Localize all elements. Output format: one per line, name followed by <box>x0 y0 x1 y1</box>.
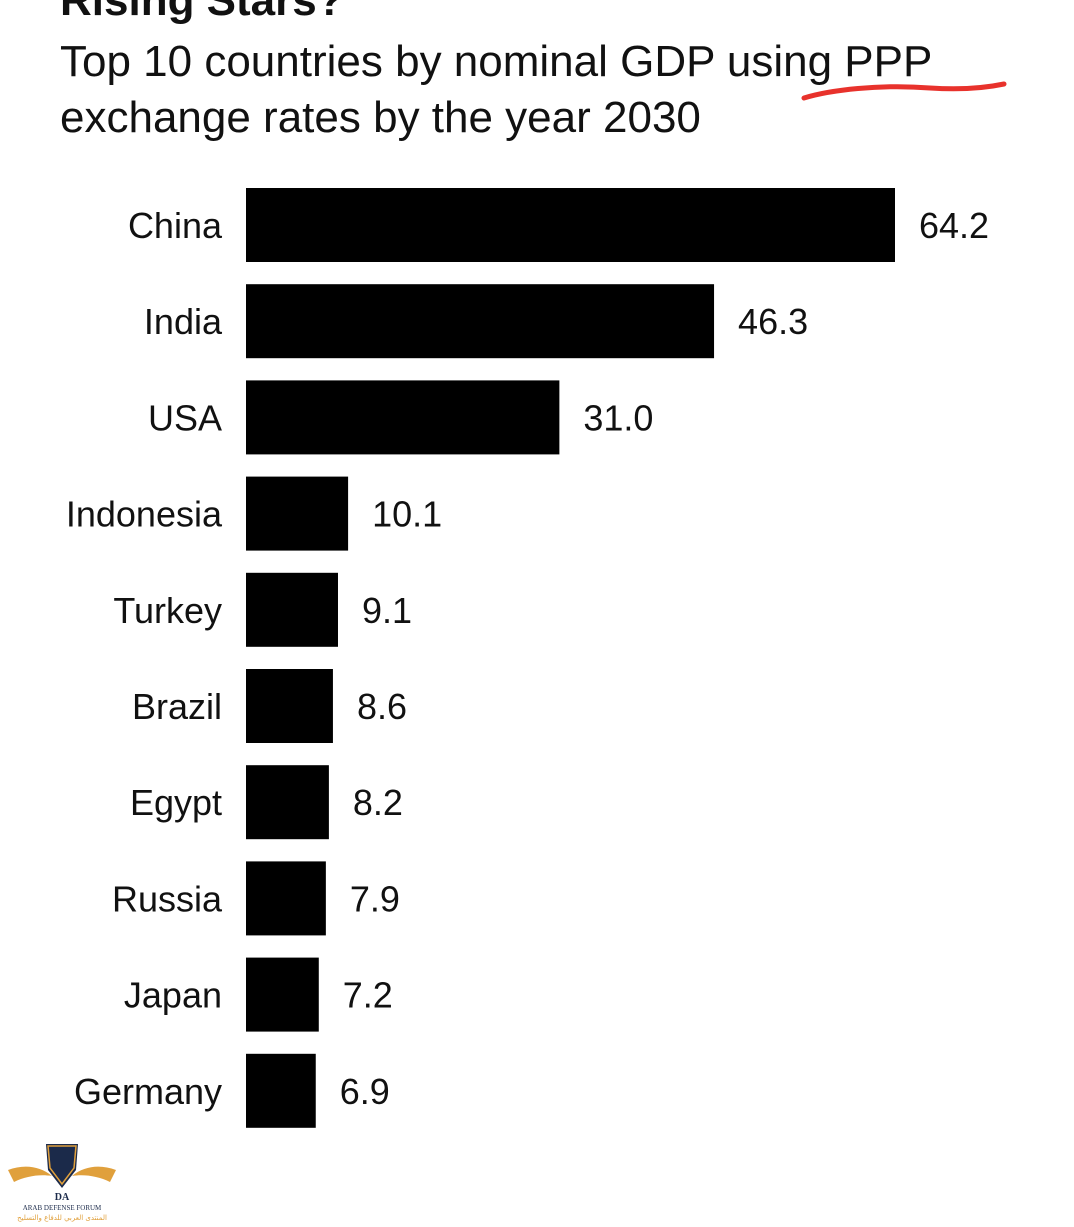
bar-egypt <box>246 765 329 840</box>
category-label: Brazil <box>132 686 222 727</box>
value-label: 64.2 <box>919 205 989 246</box>
bar-russia <box>246 861 326 936</box>
value-label: 9.1 <box>362 590 412 631</box>
category-label: China <box>128 205 223 246</box>
value-label: 46.3 <box>738 301 808 342</box>
logo-arabic-name: المنتدى العربي للدفاع والتسليح <box>17 1214 107 1222</box>
category-label: USA <box>148 397 222 438</box>
logo-forum-name: ARAB DEFENSE FORUM <box>23 1204 102 1212</box>
bar-japan <box>246 957 319 1032</box>
category-label: Russia <box>112 878 223 919</box>
value-label: 8.2 <box>353 782 403 823</box>
chart-title: Rising Stars? <box>60 0 344 25</box>
arab-defense-forum-logo: DA ARAB DEFENSE FORUM المنتدى العربي للد… <box>8 1144 116 1222</box>
value-label: 7.2 <box>343 975 393 1016</box>
value-label: 6.9 <box>340 1071 390 1112</box>
bar-turkey <box>246 572 338 647</box>
chart-subtitle: Top 10 countries by nominal GDP using PP… <box>60 37 932 142</box>
value-label: 31.0 <box>583 397 653 438</box>
logo-right-wing <box>72 1166 116 1182</box>
category-label: Indonesia <box>66 494 223 535</box>
category-label: Germany <box>74 1071 222 1112</box>
value-label: 8.6 <box>357 686 407 727</box>
logo-shield <box>46 1144 78 1188</box>
bar-germany <box>246 1053 316 1128</box>
category-label: Turkey <box>113 590 222 631</box>
logo-initials: DA <box>55 1192 70 1203</box>
bar-chart: China 64.2 India 46.3 USA 31.0 Indonesia 10.1 Tu… <box>66 188 989 1128</box>
bar-usa <box>246 380 560 455</box>
value-label: 7.9 <box>350 878 400 919</box>
bar-china <box>246 188 895 262</box>
category-label: India <box>144 301 223 342</box>
red-underline-stroke <box>801 81 1007 101</box>
bar-indonesia <box>246 476 349 551</box>
bar-brazil <box>246 669 333 743</box>
value-label: 10.1 <box>372 494 442 535</box>
category-label: Japan <box>124 975 222 1016</box>
category-label: Egypt <box>130 782 222 823</box>
logo-left-wing <box>8 1166 52 1182</box>
logo-shield-trim <box>47 1145 77 1186</box>
red-underline-annotation <box>801 81 1007 101</box>
bar-india <box>246 284 715 359</box>
